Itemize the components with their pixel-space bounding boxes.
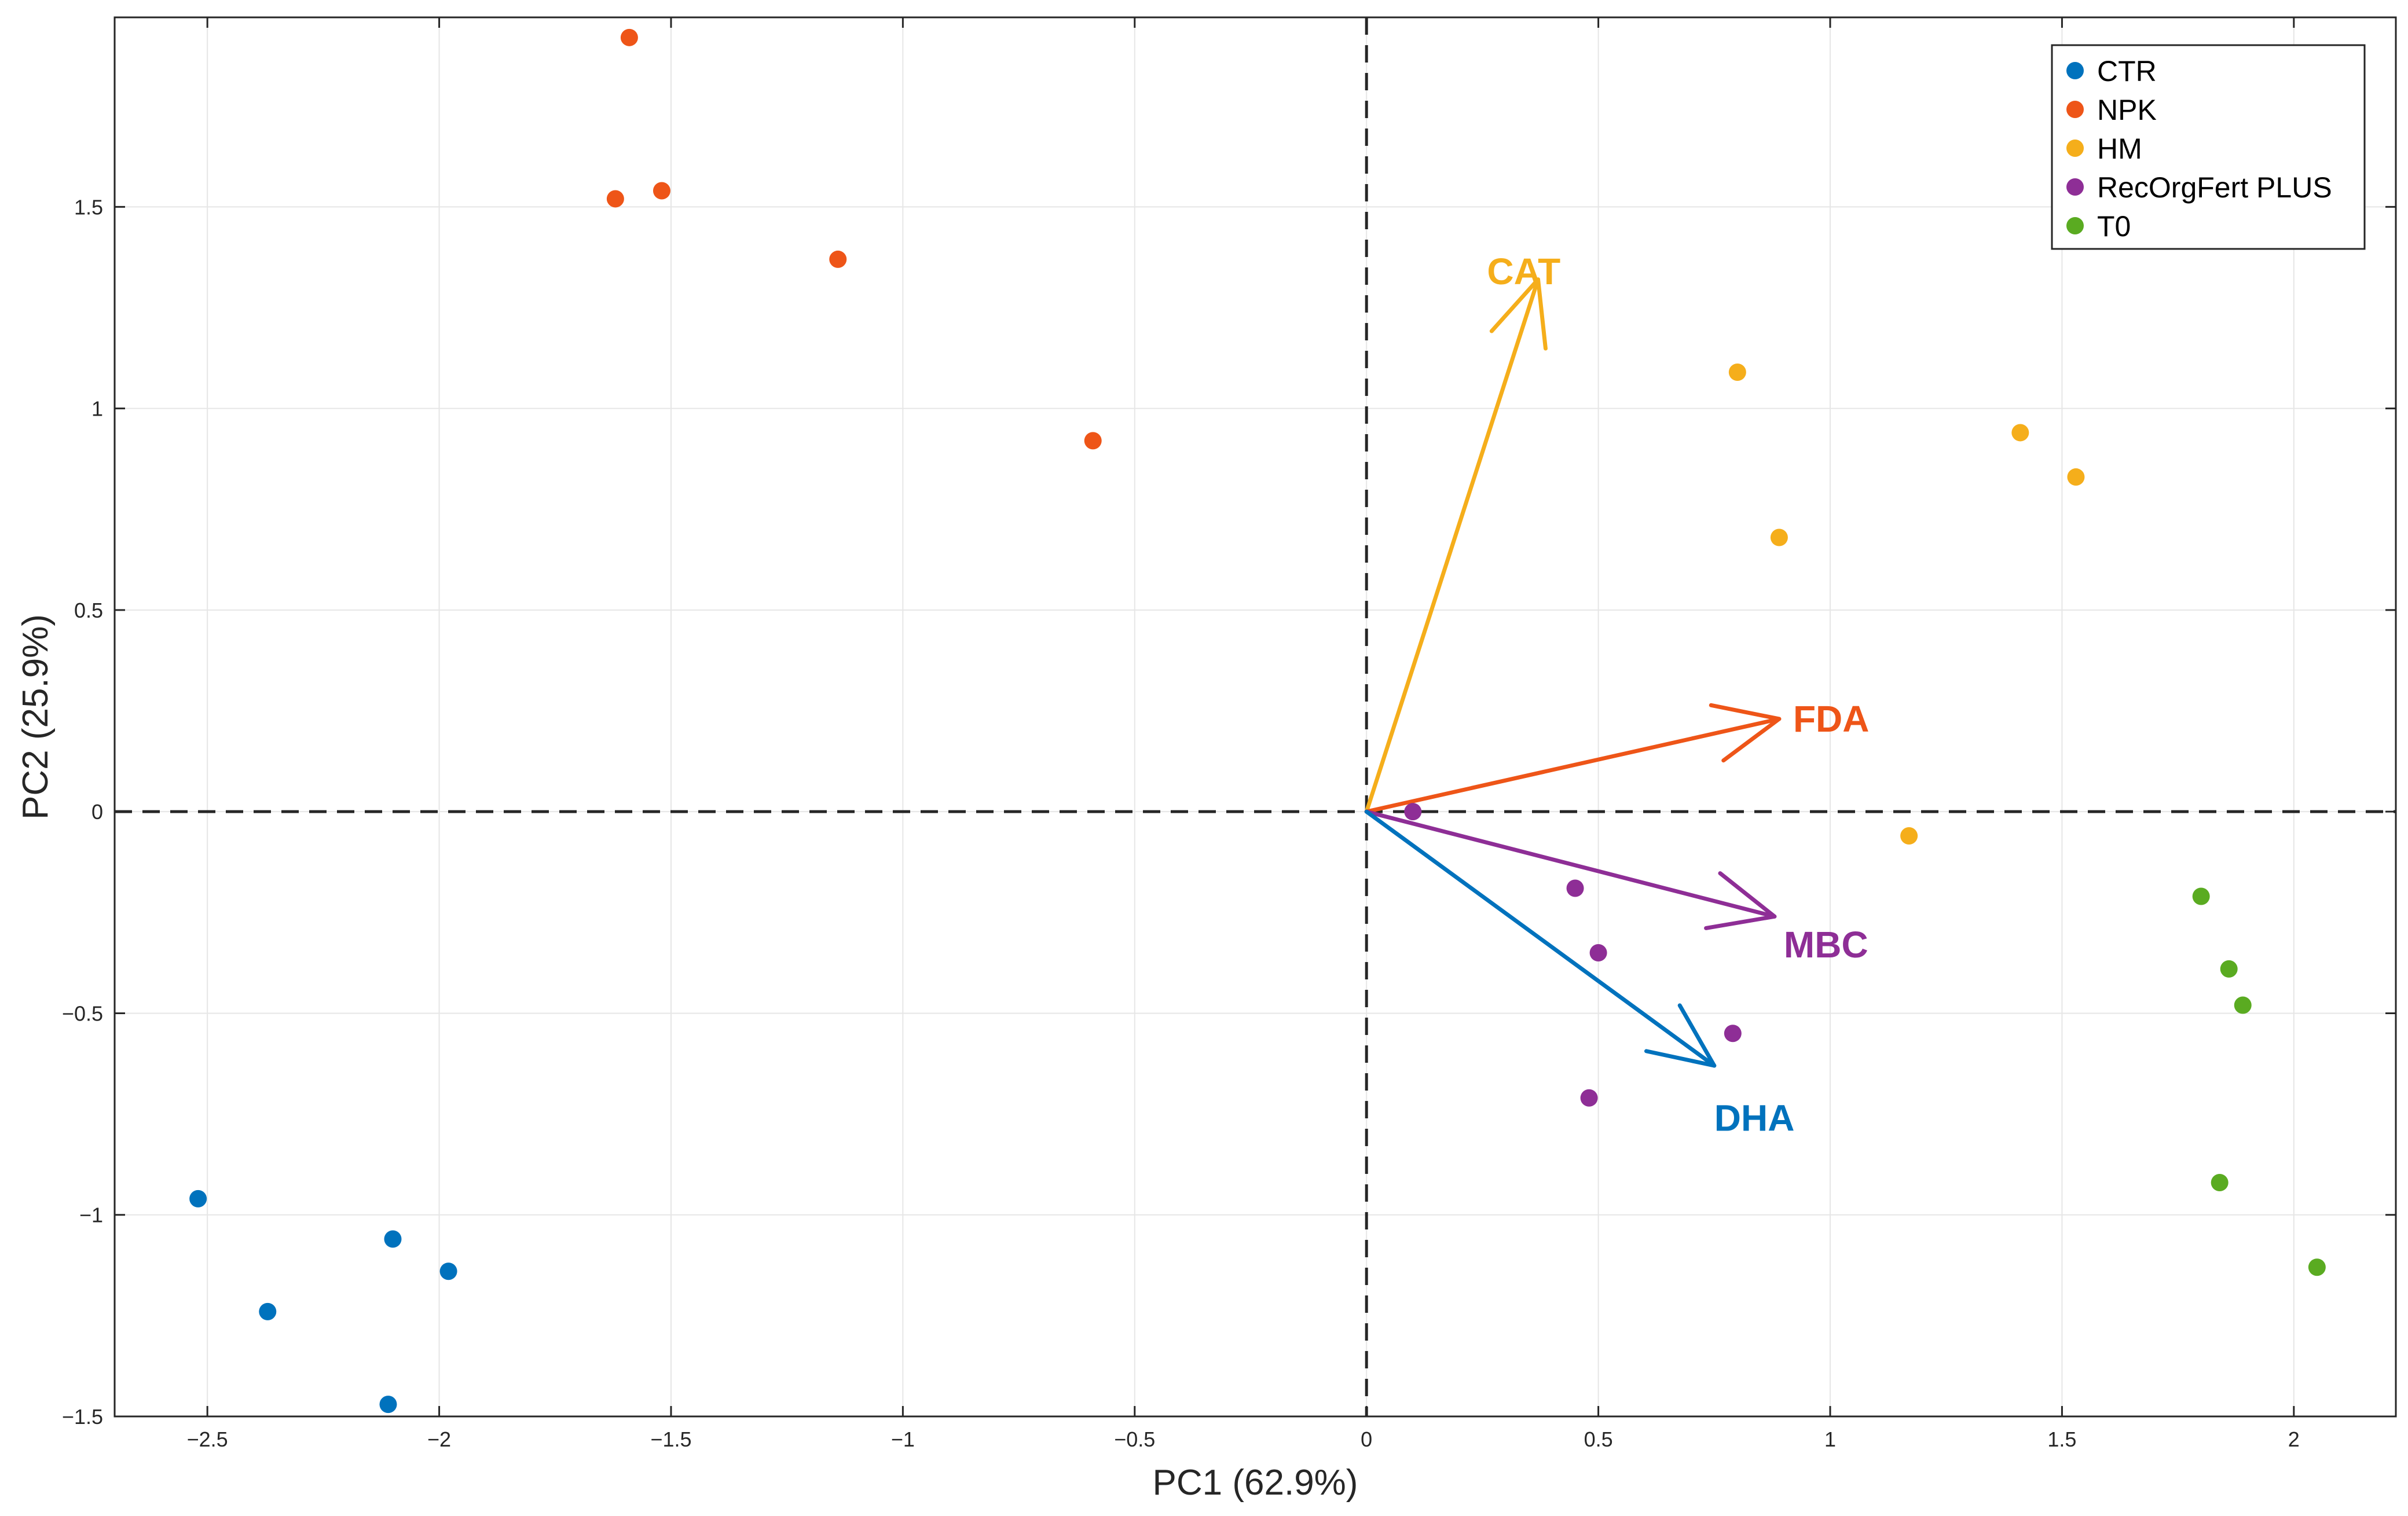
zero-reference-lines: [115, 17, 2396, 1416]
x-tick-label-9: 2: [2288, 1427, 2300, 1451]
point-recorgfert-plus-3: [1724, 1025, 1742, 1043]
point-hm-1: [2011, 424, 2029, 442]
point-t0-0: [2192, 887, 2210, 905]
point-ctr-2: [384, 1230, 402, 1248]
point-recorgfert-plus-0: [1404, 803, 1422, 821]
point-hm-2: [2067, 468, 2085, 486]
point-npk-1: [606, 190, 624, 208]
dha-vector-arrowhead: [1644, 1003, 1717, 1068]
point-npk-3: [829, 250, 847, 268]
legend-marker-hm: [2066, 140, 2084, 157]
legend-box: [2051, 44, 2366, 250]
point-t0-2: [2234, 996, 2252, 1014]
point-hm-0: [1728, 363, 1746, 381]
point-recorgfert-plus-2: [1589, 944, 1607, 961]
cat-vector-arrowhead: [1489, 277, 1548, 351]
point-npk-0: [620, 28, 638, 46]
x-tick-label-5: 0: [1361, 1427, 1372, 1451]
loading-vectors: CAT FDA MBC DHA: [1364, 251, 1870, 1139]
fda-vector-label: FDA: [1793, 698, 1870, 740]
point-ctr-1: [259, 1302, 277, 1320]
legend: CTR NPK HM RecOrgFert PLUS T0: [2051, 44, 2366, 250]
point-ctr-4: [379, 1396, 397, 1414]
point-npk-2: [653, 182, 670, 200]
point-ctr-0: [189, 1190, 207, 1207]
fda-vector-line: [1364, 717, 1782, 814]
y-tick-label-0: −1.5: [62, 1405, 103, 1429]
point-hm-4: [1900, 827, 1918, 845]
x-axis-title: PC1 (62.9%): [1153, 1463, 1358, 1503]
legend-label-t0: T0: [2097, 210, 2131, 243]
x-tick-label-1: −2: [427, 1427, 451, 1451]
y-tick-label-1: −1: [79, 1203, 103, 1227]
y-tick-label-3: 0: [91, 800, 103, 824]
legend-label-npk: NPK: [2097, 94, 2157, 126]
x-tick-label-6: 0.5: [1584, 1427, 1613, 1451]
x-tick-label-2: −1.5: [650, 1427, 691, 1451]
mbc-vector-arrowhead: [1704, 871, 1777, 930]
mbc-vector-label: MBC: [1784, 924, 1868, 966]
x-tick-label-0: −2.5: [187, 1427, 228, 1451]
score-points: [189, 28, 2326, 1414]
dha-vector-label: DHA: [1714, 1097, 1795, 1139]
point-ctr-3: [439, 1262, 457, 1280]
legend-label-recorgfert-plus: RecOrgFert PLUS: [2097, 171, 2332, 204]
y-tick-label-6: 1.5: [74, 195, 103, 219]
point-hm-3: [1770, 528, 1788, 546]
point-recorgfert-plus-4: [1580, 1089, 1598, 1107]
legend-marker-recorgfert-plus: [2066, 178, 2084, 196]
legend-marker-npk: [2066, 101, 2084, 118]
legend-label-ctr: CTR: [2097, 55, 2157, 87]
point-npk-4: [1084, 432, 1102, 450]
axes: −2.5 −2 −1.5 −1 −0.5 0 0.5 1 1.5 2 −1.5 −1 −0.5 0 0.5 1…: [62, 16, 2397, 1451]
cat-vector-label: CAT: [1487, 251, 1560, 292]
point-t0-1: [2220, 960, 2238, 978]
point-t0-4: [2308, 1258, 2326, 1276]
fda-vector-arrowhead: [1709, 703, 1782, 763]
point-recorgfert-plus-1: [1566, 879, 1584, 897]
x-tick-label-3: −1: [891, 1427, 915, 1451]
x-tick-label-4: −0.5: [1114, 1427, 1155, 1451]
x-tick-label-7: 1: [1824, 1427, 1836, 1451]
dha-vector-line: [1364, 809, 1717, 1068]
x-tick-label-8: 1.5: [2047, 1427, 2076, 1451]
plot-frame: [113, 16, 2397, 1418]
cat-vector-line: [1364, 277, 1540, 814]
y-tick-label-2: −0.5: [62, 1001, 103, 1025]
y-tick-label-5: 1: [91, 397, 103, 421]
legend-marker-ctr: [2066, 62, 2084, 79]
y-axis-title: PC2 (25.9%): [16, 614, 56, 820]
mbc-vector-line: [1364, 809, 1777, 919]
point-t0-3: [2211, 1174, 2229, 1192]
y-tick-label-4: 0.5: [74, 599, 103, 622]
legend-marker-t0: [2066, 217, 2084, 234]
legend-label-hm: HM: [2097, 133, 2142, 165]
